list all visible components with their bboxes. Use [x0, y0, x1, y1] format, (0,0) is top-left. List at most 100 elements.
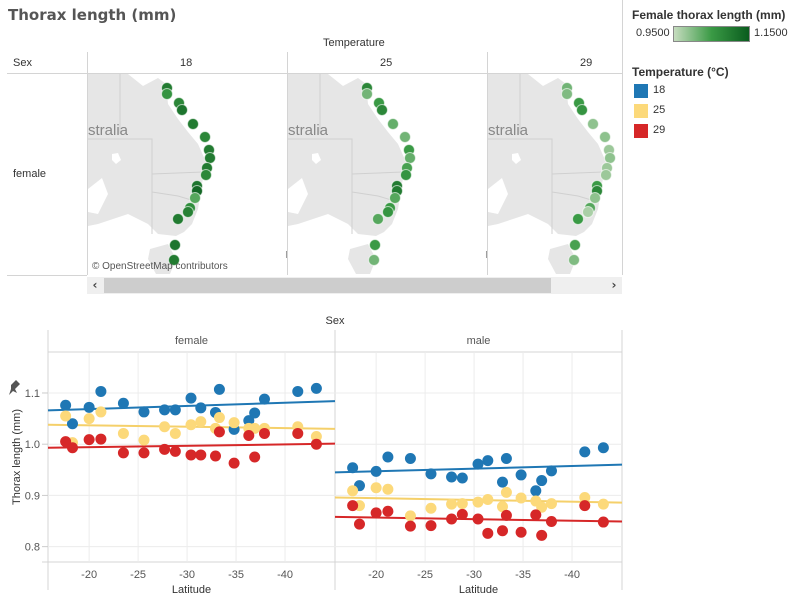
data-point-male-29[interactable]: [404, 520, 416, 532]
data-point-female-25[interactable]: [169, 427, 181, 439]
data-point-female-18[interactable]: [243, 415, 255, 427]
data-point-female-25[interactable]: [83, 413, 95, 425]
data-point-male-25[interactable]: [370, 482, 382, 494]
data-point-female-29[interactable]: [117, 447, 129, 459]
data-point-female-18[interactable]: [66, 418, 78, 430]
data-point-male-25[interactable]: [347, 485, 359, 497]
data-point-female-29[interactable]: [159, 443, 171, 455]
data-point-female-18[interactable]: [258, 393, 270, 405]
data-point-male-18[interactable]: [425, 468, 437, 480]
data-point-female-18[interactable]: [310, 382, 322, 394]
map-site-marker[interactable]: [561, 88, 573, 100]
data-point-female-18[interactable]: [195, 402, 207, 414]
data-point-male-25[interactable]: [496, 501, 508, 513]
map-site-marker[interactable]: [600, 169, 612, 181]
data-point-male-25[interactable]: [597, 498, 609, 510]
map-panel-25[interactable]: stralia N: [288, 74, 487, 275]
data-point-male-25[interactable]: [500, 486, 512, 498]
data-point-male-29[interactable]: [500, 509, 512, 521]
data-point-male-25[interactable]: [579, 491, 591, 503]
data-point-female-25[interactable]: [228, 417, 240, 429]
data-point-female-25[interactable]: [60, 410, 72, 422]
data-point-female-29[interactable]: [213, 426, 225, 438]
map-site-marker[interactable]: [568, 254, 580, 266]
map-panel-29[interactable]: stralia: [488, 74, 622, 275]
data-point-male-29[interactable]: [347, 500, 359, 512]
data-point-male-29[interactable]: [456, 508, 468, 520]
data-point-male-18[interactable]: [515, 469, 527, 481]
data-point-male-29[interactable]: [353, 518, 365, 530]
data-point-female-18[interactable]: [169, 404, 181, 416]
map-site-marker[interactable]: [200, 169, 212, 181]
map-site-marker[interactable]: [204, 152, 216, 164]
data-point-female-25[interactable]: [213, 412, 225, 424]
data-point-male-25[interactable]: [536, 501, 548, 513]
data-point-male-18[interactable]: [579, 446, 591, 458]
map-site-marker[interactable]: [369, 239, 381, 251]
map-site-marker[interactable]: [389, 192, 401, 204]
data-point-male-29[interactable]: [530, 509, 542, 521]
data-point-female-29[interactable]: [209, 450, 221, 462]
data-point-male-25[interactable]: [456, 498, 468, 510]
data-point-male-25[interactable]: [382, 483, 394, 495]
data-point-female-25[interactable]: [310, 431, 322, 443]
data-point-male-29[interactable]: [545, 516, 557, 528]
data-point-male-25[interactable]: [446, 498, 458, 510]
data-point-female-25[interactable]: [138, 434, 150, 446]
map-site-marker[interactable]: [172, 213, 184, 225]
data-point-male-25[interactable]: [472, 496, 484, 508]
data-point-male-18[interactable]: [482, 455, 494, 467]
map-site-marker[interactable]: [604, 152, 616, 164]
data-point-female-29[interactable]: [169, 445, 181, 457]
data-point-female-29[interactable]: [66, 442, 78, 454]
data-point-male-29[interactable]: [425, 520, 437, 532]
data-point-female-18[interactable]: [95, 385, 107, 397]
legend-swatch-29[interactable]: [634, 124, 648, 138]
data-point-female-18[interactable]: [249, 407, 261, 419]
data-point-male-18[interactable]: [446, 471, 458, 483]
data-point-male-18[interactable]: [472, 458, 484, 470]
data-point-female-18[interactable]: [117, 397, 129, 409]
data-point-female-29[interactable]: [83, 434, 95, 446]
data-point-female-18[interactable]: [292, 385, 304, 397]
map-site-marker[interactable]: [576, 104, 588, 116]
data-point-female-29[interactable]: [185, 449, 197, 461]
data-point-female-29[interactable]: [195, 449, 207, 461]
data-point-male-29[interactable]: [482, 527, 494, 539]
data-point-female-25[interactable]: [159, 421, 171, 433]
map-site-marker[interactable]: [599, 131, 611, 143]
map-site-marker[interactable]: [189, 192, 201, 204]
data-point-male-18[interactable]: [496, 476, 508, 488]
data-point-male-18[interactable]: [500, 453, 512, 465]
map-site-marker[interactable]: [376, 104, 388, 116]
data-point-male-29[interactable]: [382, 505, 394, 517]
osm-attribution[interactable]: © OpenStreetMap contributors: [92, 261, 228, 272]
data-point-male-29[interactable]: [472, 513, 484, 525]
data-point-male-18[interactable]: [370, 465, 382, 477]
legend-swatch-18[interactable]: [634, 84, 648, 98]
map-panel-18[interactable]: stralia © OpenStreetMap contributors N: [88, 74, 287, 275]
map-site-marker[interactable]: [176, 104, 188, 116]
data-point-male-29[interactable]: [370, 507, 382, 519]
data-point-male-25[interactable]: [404, 510, 416, 522]
data-point-female-18[interactable]: [159, 404, 171, 416]
map-site-marker[interactable]: [361, 88, 373, 100]
data-point-female-18[interactable]: [185, 392, 197, 404]
data-point-male-25[interactable]: [482, 494, 494, 506]
data-point-female-29[interactable]: [310, 438, 322, 450]
map-site-marker[interactable]: [572, 213, 584, 225]
data-point-female-29[interactable]: [138, 447, 150, 459]
data-point-male-29[interactable]: [579, 500, 591, 512]
map-site-marker[interactable]: [582, 206, 594, 218]
data-point-male-25[interactable]: [545, 498, 557, 510]
data-point-male-18[interactable]: [456, 472, 468, 484]
pin-icon[interactable]: [9, 380, 20, 395]
map-site-marker[interactable]: [587, 118, 599, 130]
data-point-male-25[interactable]: [515, 492, 527, 504]
data-point-male-18[interactable]: [530, 485, 542, 497]
data-point-male-29[interactable]: [446, 513, 458, 525]
data-point-male-18[interactable]: [536, 475, 548, 487]
map-site-marker[interactable]: [368, 254, 380, 266]
map-site-marker[interactable]: [382, 206, 394, 218]
map-site-marker[interactable]: [589, 192, 601, 204]
